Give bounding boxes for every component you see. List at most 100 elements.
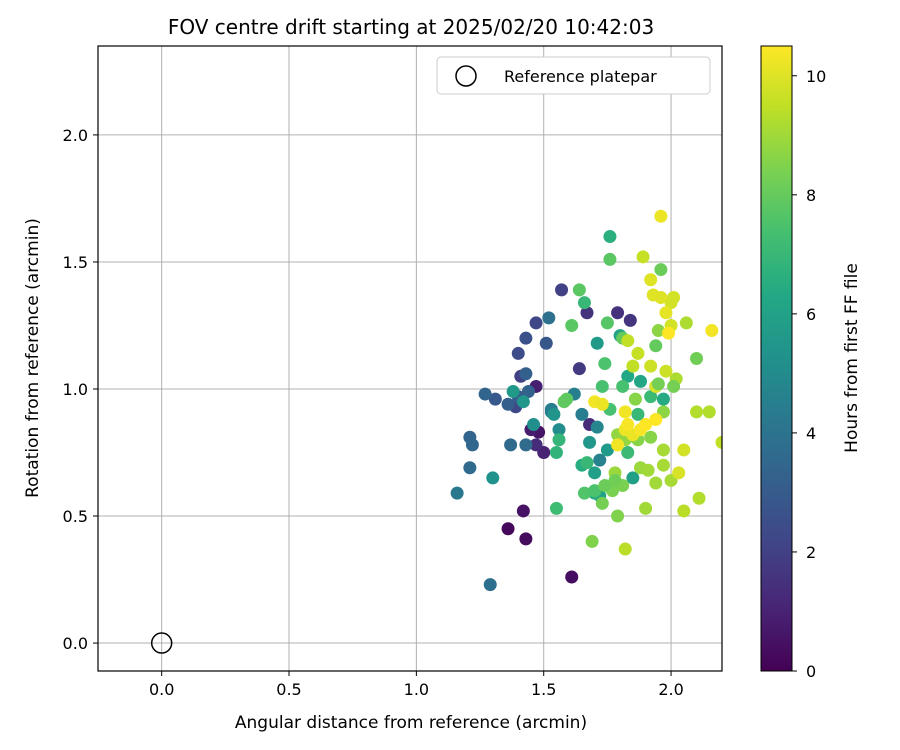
colorbar-tick-label: 10 bbox=[806, 67, 826, 86]
data-point bbox=[633, 374, 647, 388]
data-point bbox=[519, 367, 533, 381]
y-axis-ticks: 0.0 0.5 1.0 1.5 2.0 bbox=[63, 126, 98, 653]
data-point bbox=[598, 357, 612, 371]
y-tick-label: 1.0 bbox=[63, 380, 88, 399]
colorbar-tick-label: 6 bbox=[806, 305, 816, 324]
data-point bbox=[549, 446, 563, 460]
data-point bbox=[644, 430, 658, 444]
data-point bbox=[527, 418, 541, 432]
legend: Reference platepar bbox=[436, 56, 711, 95]
data-point bbox=[583, 435, 597, 449]
data-point bbox=[465, 438, 479, 452]
data-point bbox=[600, 443, 614, 457]
data-point bbox=[644, 359, 658, 373]
data-point bbox=[595, 496, 609, 510]
data-point bbox=[588, 484, 602, 498]
x-axis-ticks: 0.0 0.5 1.0 1.5 2.0 bbox=[149, 671, 684, 699]
data-point bbox=[542, 311, 556, 325]
data-point bbox=[679, 316, 693, 330]
data-point bbox=[572, 362, 586, 376]
data-point bbox=[521, 385, 535, 399]
data-point bbox=[501, 397, 515, 411]
data-point bbox=[659, 306, 673, 320]
data-point bbox=[656, 443, 670, 457]
colorbar-label: Hours from first FF file bbox=[842, 263, 862, 453]
data-point bbox=[636, 250, 650, 264]
colorbar-tick-label: 2 bbox=[806, 543, 816, 562]
data-point bbox=[677, 504, 691, 518]
data-point bbox=[667, 291, 681, 305]
grid bbox=[98, 46, 722, 671]
colorbar: 0 2 4 6 8 10 Hours from first FF file bbox=[760, 45, 862, 681]
data-point bbox=[651, 377, 665, 391]
data-point bbox=[598, 479, 612, 493]
y-axis-label: Rotation from reference (arcmin) bbox=[23, 218, 43, 498]
data-point bbox=[511, 346, 525, 360]
x-tick-label: 2.0 bbox=[658, 680, 683, 699]
data-point bbox=[705, 324, 719, 338]
data-point bbox=[649, 412, 663, 426]
data-point bbox=[692, 491, 706, 505]
data-point bbox=[631, 407, 645, 421]
data-point bbox=[560, 392, 574, 406]
data-point bbox=[547, 407, 561, 421]
colorbar-tick-label: 4 bbox=[806, 424, 816, 443]
data-point bbox=[715, 435, 722, 449]
legend-box bbox=[436, 56, 711, 95]
data-point bbox=[463, 461, 477, 475]
data-point bbox=[702, 405, 716, 419]
data-point bbox=[621, 446, 635, 460]
reference-marker bbox=[150, 632, 173, 654]
data-point bbox=[639, 418, 653, 432]
x-tick-label: 0.5 bbox=[276, 680, 301, 699]
data-point bbox=[621, 418, 635, 432]
colorbar-gradient bbox=[760, 45, 793, 672]
chart-title: FOV centre drift starting at 2025/02/20 … bbox=[168, 15, 654, 39]
plot-frame bbox=[97, 45, 723, 672]
data-point bbox=[595, 379, 609, 393]
data-point bbox=[600, 316, 614, 330]
scatter-points bbox=[450, 209, 722, 592]
data-point bbox=[588, 466, 602, 480]
colorbar-tick-label: 0 bbox=[806, 662, 816, 681]
data-point bbox=[603, 252, 617, 266]
data-point bbox=[488, 392, 502, 406]
data-point bbox=[654, 209, 668, 223]
y-tick-label: 0.5 bbox=[63, 507, 88, 526]
data-point bbox=[656, 458, 670, 472]
data-point bbox=[644, 273, 658, 287]
data-point bbox=[631, 346, 645, 360]
data-point bbox=[575, 407, 589, 421]
data-point bbox=[656, 392, 670, 406]
data-point bbox=[651, 324, 665, 338]
legend-label: Reference platepar bbox=[504, 67, 657, 86]
data-point bbox=[659, 364, 673, 378]
data-point bbox=[478, 387, 492, 401]
data-point bbox=[644, 390, 658, 404]
data-point bbox=[618, 405, 632, 419]
x-tick-label: 1.5 bbox=[531, 680, 556, 699]
data-point bbox=[516, 395, 530, 409]
x-axis-label: Angular distance from reference (arcmin) bbox=[235, 713, 587, 733]
legend-marker bbox=[455, 65, 477, 87]
data-point bbox=[519, 532, 533, 546]
data-point bbox=[690, 405, 704, 419]
data-point bbox=[611, 306, 625, 320]
data-point bbox=[519, 438, 533, 452]
data-point bbox=[654, 291, 668, 305]
colorbar-tick-label: 8 bbox=[806, 186, 816, 205]
data-point bbox=[611, 438, 625, 452]
x-tick-label: 0.0 bbox=[149, 680, 174, 699]
data-point bbox=[585, 534, 599, 548]
data-point bbox=[616, 379, 630, 393]
data-point bbox=[626, 471, 640, 485]
data-point bbox=[483, 578, 497, 592]
data-point bbox=[677, 443, 691, 457]
data-point bbox=[672, 466, 686, 480]
data-point bbox=[623, 313, 637, 327]
data-point bbox=[580, 306, 594, 320]
data-point bbox=[590, 336, 604, 350]
data-point bbox=[580, 456, 594, 470]
colorbar-ticks: 0 2 4 6 8 10 bbox=[792, 67, 826, 681]
